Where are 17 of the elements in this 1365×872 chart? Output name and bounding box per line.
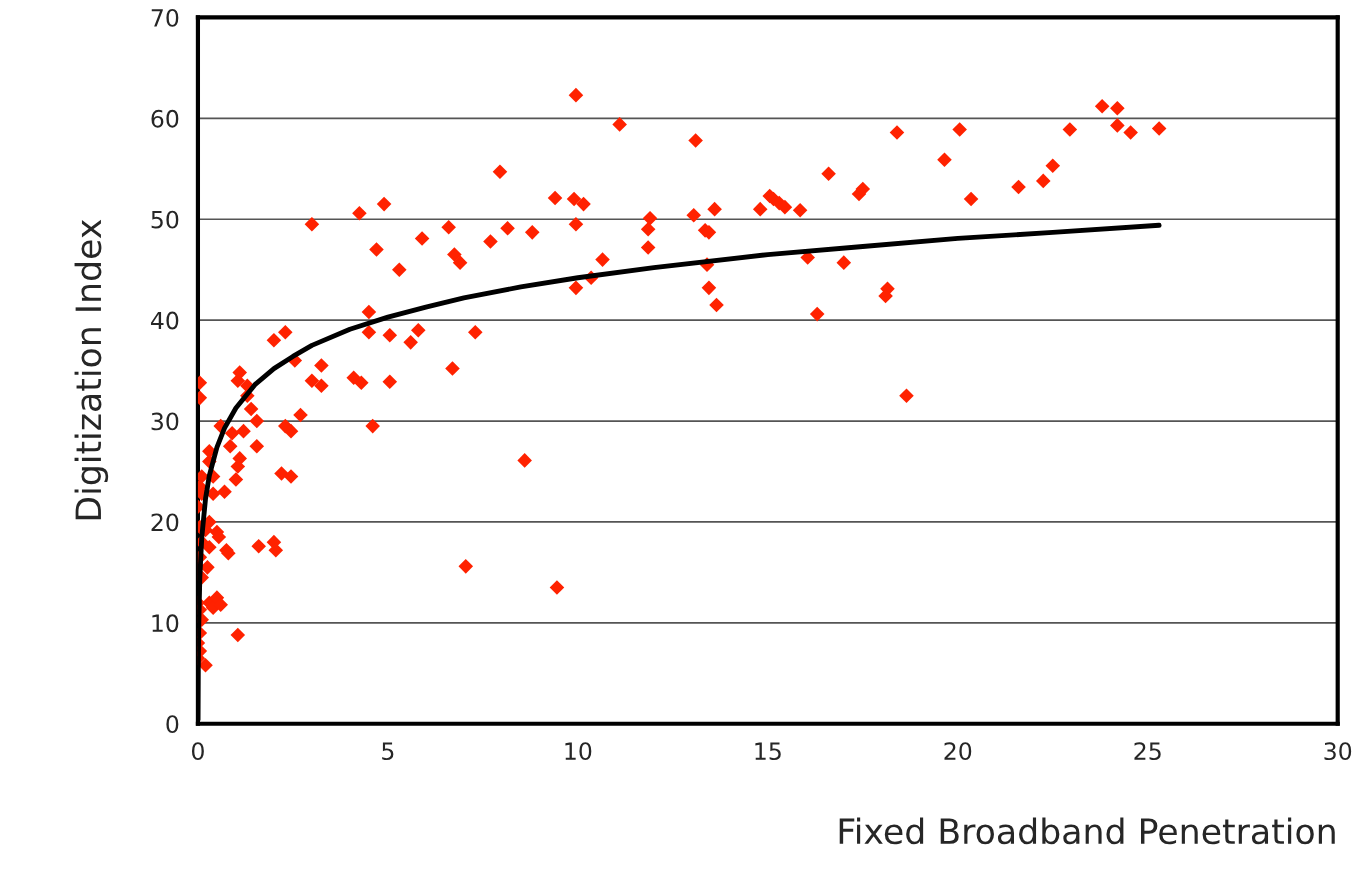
x-tick-label: 5 [382, 742, 394, 761]
y-tick-label: 20 [151, 513, 179, 532]
x-tick-label: 20 [944, 742, 972, 761]
x-tick-label: 25 [1134, 742, 1161, 761]
x-axis-title: Fixed Broadband Penetration [839, 817, 1335, 845]
x-tick-label: 0 [191, 742, 204, 761]
y-tick-label: 50 [151, 210, 179, 229]
x-tick-label: 30 [1324, 742, 1352, 761]
y-tick-label: 60 [151, 109, 179, 128]
y-tick-label: 40 [150, 311, 179, 330]
y-tick-label: 10 [152, 614, 179, 633]
y-tick-label: 30 [151, 412, 179, 431]
y-axis-title: Digitization Index [74, 219, 109, 520]
x-tick-label: 10 [565, 742, 592, 761]
y-tick-label: 0 [166, 715, 179, 734]
y-tick-label: 70 [151, 8, 179, 27]
x-tick-label: 15 [755, 742, 781, 761]
